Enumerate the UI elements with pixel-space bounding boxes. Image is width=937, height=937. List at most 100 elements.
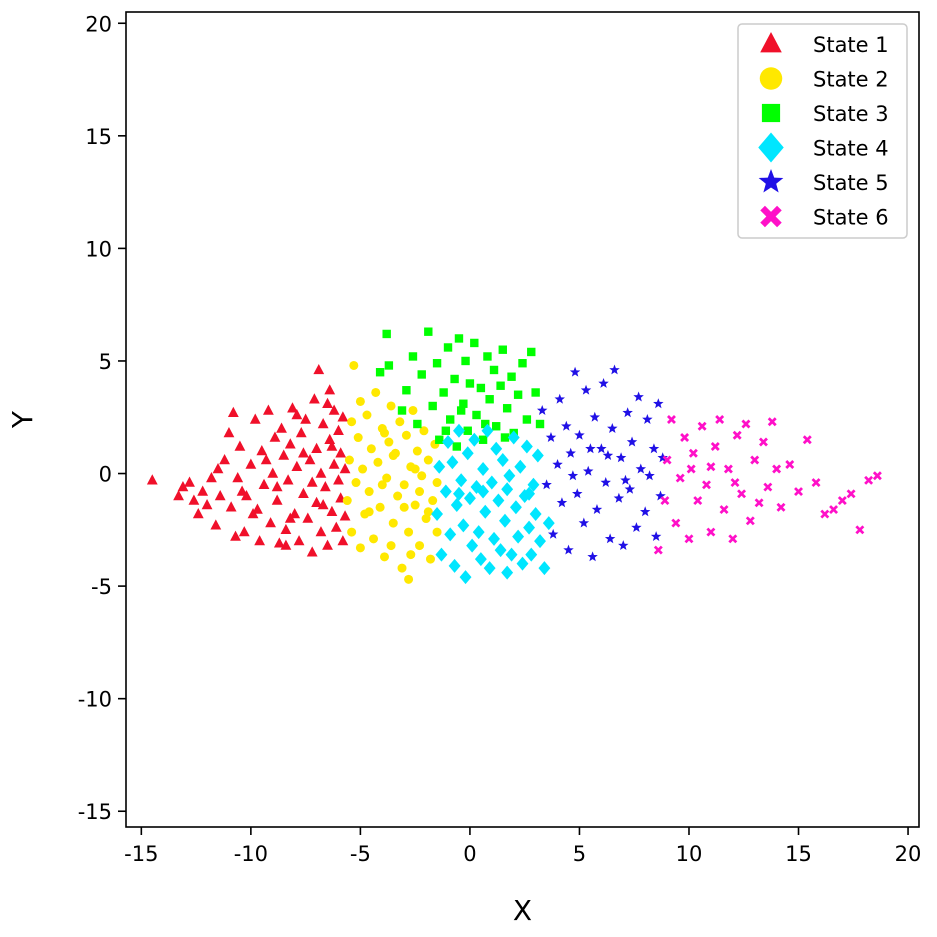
data-point	[719, 505, 729, 515]
legend-label: State 2	[813, 68, 889, 92]
data-point	[271, 481, 283, 492]
data-point	[317, 499, 329, 510]
data-point	[364, 487, 374, 497]
data-point	[536, 404, 548, 415]
data-point	[507, 430, 520, 445]
data-point	[837, 496, 847, 506]
data-point	[466, 538, 479, 553]
data-point	[232, 472, 244, 483]
x-tick-label: 5	[573, 842, 586, 866]
data-point	[431, 507, 444, 522]
data-point	[415, 487, 425, 497]
data-point	[492, 493, 505, 508]
data-point	[620, 474, 631, 485]
data-point	[710, 442, 720, 451]
data-point	[463, 491, 476, 506]
data-point	[435, 435, 444, 444]
data-point	[419, 426, 429, 436]
data-point	[441, 426, 451, 435]
data-point	[412, 446, 422, 456]
data-point	[247, 508, 259, 519]
data-point	[518, 359, 527, 368]
data-point	[846, 489, 856, 499]
data-point	[197, 485, 209, 496]
data-point	[496, 381, 505, 390]
data-point	[421, 514, 431, 524]
data-point	[300, 413, 312, 424]
data-point	[201, 499, 213, 510]
data-point	[173, 490, 184, 501]
data-point	[425, 554, 435, 564]
data-point	[598, 377, 609, 388]
data-point	[293, 535, 305, 546]
data-point	[375, 368, 385, 377]
data-point	[214, 490, 226, 501]
data-point	[613, 492, 625, 503]
data-point	[660, 496, 670, 506]
data-point	[313, 363, 325, 375]
data-point	[642, 414, 653, 424]
data-point	[442, 435, 454, 450]
data-point	[364, 507, 374, 517]
data-point	[723, 464, 733, 474]
data-point	[474, 552, 487, 567]
data-point	[531, 388, 540, 397]
data-point	[567, 470, 579, 481]
data-point	[410, 464, 420, 474]
data-point	[386, 541, 396, 551]
data-point	[282, 474, 294, 485]
data-point	[254, 535, 266, 546]
series-5	[536, 364, 668, 562]
data-point	[741, 419, 751, 429]
data-point	[485, 475, 498, 490]
data-point	[563, 544, 574, 555]
data-point	[369, 534, 379, 544]
data-point	[820, 509, 830, 519]
x-tick-label: 0	[463, 842, 476, 866]
data-point	[395, 417, 405, 427]
data-point	[322, 539, 333, 550]
data-point	[829, 505, 839, 515]
data-point	[311, 496, 322, 508]
data-point	[393, 491, 403, 501]
data-point	[210, 519, 222, 530]
data-point	[379, 428, 389, 438]
data-point	[444, 527, 457, 542]
y-tick-label: -15	[78, 800, 112, 824]
data-point	[402, 386, 411, 395]
data-point	[344, 455, 354, 465]
data-point	[423, 455, 433, 465]
data-point	[397, 563, 407, 573]
data-point	[732, 430, 742, 440]
y-axis-title: Y	[6, 410, 39, 429]
data-point	[337, 535, 349, 546]
data-point	[538, 561, 551, 576]
data-point	[456, 406, 466, 415]
data-point	[684, 534, 694, 544]
data-point	[518, 489, 531, 504]
data-point	[615, 452, 627, 463]
data-point	[306, 546, 318, 557]
data-point	[702, 480, 711, 490]
data-point	[582, 465, 594, 476]
data-point	[520, 439, 533, 454]
data-point	[349, 360, 359, 370]
data-point	[265, 517, 276, 528]
data-point	[347, 527, 357, 537]
data-point	[234, 440, 246, 451]
legend-marker	[760, 205, 782, 228]
data-point	[192, 508, 204, 519]
y-tick-label: 20	[85, 12, 112, 36]
data-point	[206, 472, 217, 483]
data-point	[653, 545, 663, 555]
data-point	[485, 395, 494, 404]
data-point	[855, 525, 865, 535]
y-tick-label: -10	[78, 688, 112, 712]
data-point	[578, 517, 590, 528]
data-point	[404, 527, 414, 537]
data-point	[284, 438, 296, 449]
legend-item: State 1	[760, 32, 889, 57]
data-point	[697, 421, 707, 431]
data-point	[432, 359, 442, 368]
data-point	[715, 415, 725, 424]
